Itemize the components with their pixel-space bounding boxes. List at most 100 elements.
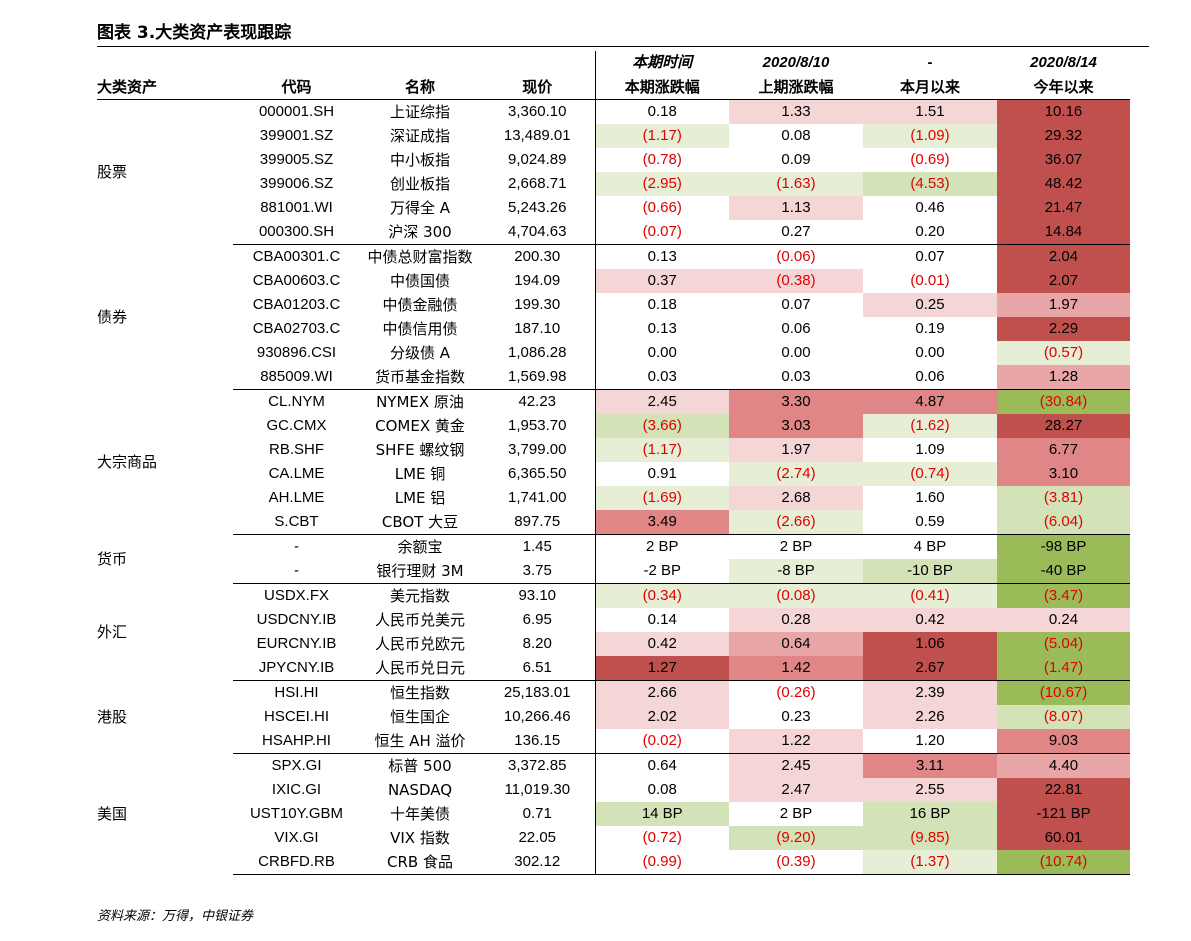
month-to-date-change: 2.39 xyxy=(863,680,997,705)
last-period-change: (0.38) xyxy=(729,269,863,293)
current-price: 6.51 xyxy=(480,656,596,681)
table-row: 大宗商品 CL.NYM NYMEX 原油 42.23 2.45 3.30 4.87 (30.8… xyxy=(97,389,1130,471)
current-period-change: 2 BP xyxy=(595,534,729,559)
ticker-code: 000300.SH xyxy=(233,220,360,245)
last-period-change: 0.06 xyxy=(729,317,863,341)
ticker-code: HSCEI.HI xyxy=(263,708,329,725)
month-to-date-change: -10 BP xyxy=(863,559,997,584)
asset-name: 标普 500 xyxy=(388,757,452,775)
year-to-date-change: 29.32 xyxy=(997,124,1130,148)
year-to-date-change: 10.16 xyxy=(997,99,1130,124)
year-to-date-change: -40 BP xyxy=(997,559,1130,584)
asset-name: 中小板指 xyxy=(389,151,450,169)
table-row: UST10Y.GBM 十年美债 0.71 14 BP 2 BP 16 BP -121 BP xyxy=(97,802,1130,826)
asset-class-label: 债券 xyxy=(97,308,128,326)
year-to-date-change: 60.01 xyxy=(997,826,1130,850)
header-current-change: 本期涨跌幅 xyxy=(595,75,729,100)
current-price: 3,360.10 xyxy=(480,99,596,124)
current-price: 200.30 xyxy=(480,244,596,269)
asset-name: NYMEX 原油 xyxy=(376,393,464,411)
header-code: 代码 xyxy=(233,75,360,100)
asset-name: SHFE 螺纹钢 xyxy=(375,441,465,459)
year-to-date-change: 0.24 xyxy=(997,608,1130,632)
last-period-change: 2.47 xyxy=(729,778,863,802)
month-to-date-change: 0.20 xyxy=(863,220,997,245)
header-mtd: 本月以来 xyxy=(863,75,997,100)
header-period-month: - xyxy=(927,54,933,71)
ticker-code: GC.CMX xyxy=(266,417,327,434)
current-price: 897.75 xyxy=(480,510,596,535)
header-ytd: 今年以来 xyxy=(997,75,1130,100)
year-to-date-change: (30.84) xyxy=(997,389,1130,414)
month-to-date-change: 16 BP xyxy=(863,802,997,826)
month-to-date-change: (0.69) xyxy=(863,148,997,172)
year-to-date-change: 4.40 xyxy=(997,753,1130,778)
ticker-code: HSAHP.HI xyxy=(233,729,360,754)
month-to-date-change: (0.74) xyxy=(863,462,997,486)
asset-name: VIX 指数 xyxy=(390,829,450,847)
year-to-date-change: 21.47 xyxy=(997,196,1130,220)
table-row: CBA02703.C 中债信用债 187.10 0.13 0.06 0.19 2.29 xyxy=(97,317,1130,341)
month-to-date-change: 2.26 xyxy=(863,705,997,729)
ticker-code: CA.LME xyxy=(268,465,325,482)
last-period-change: 0.09 xyxy=(729,148,863,172)
asset-name: CBOT 大豆 xyxy=(360,510,480,535)
current-period-change: 0.91 xyxy=(595,462,729,486)
year-to-date-change: (5.04) xyxy=(997,632,1130,656)
asset-class-label: 港股 xyxy=(97,708,128,726)
ticker-code: - xyxy=(233,559,360,584)
current-price: 6,365.50 xyxy=(480,462,596,486)
asset-name: 十年美债 xyxy=(389,805,450,823)
month-to-date-change: 2.55 xyxy=(863,778,997,802)
month-to-date-change: 4.87 xyxy=(863,389,997,414)
current-price: 1,086.28 xyxy=(480,341,596,365)
asset-name: COMEX 黄金 xyxy=(375,417,465,435)
last-period-change: (2.66) xyxy=(729,510,863,535)
asset-class-label: 外汇 xyxy=(97,623,128,641)
header-name: 名称 xyxy=(360,75,480,100)
current-period-change: (0.72) xyxy=(595,826,729,850)
month-to-date-change: 0.06 xyxy=(863,365,997,390)
current-period-change: 0.08 xyxy=(595,778,729,802)
year-to-date-change: 1.97 xyxy=(997,293,1130,317)
table-row: 货币 - 余额宝 1.45 2 BP 2 BP 4 BP -98 BP xyxy=(97,534,1130,568)
month-to-date-change: 0.42 xyxy=(863,608,997,632)
last-period-change: (9.20) xyxy=(729,826,863,850)
current-price: 199.30 xyxy=(480,293,596,317)
table-row: 399006.SZ 创业板指 2,668.71 (2.95) (1.63) (4.53) 4… xyxy=(97,172,1130,196)
ticker-code: CBA00301.C xyxy=(252,248,341,265)
last-period-change: (1.63) xyxy=(729,172,863,196)
table-row: 外汇 USDX.FX 美元指数 93.10 (0.34) (0.08) (0.41) (3.4… xyxy=(97,583,1130,641)
header-row-columns: 大类资产 代码 名称 现价 本期涨跌幅 上期涨跌幅 本月以来 今年以来 xyxy=(97,75,1130,100)
month-to-date-change: (1.37) xyxy=(863,850,997,875)
current-price: 1.45 xyxy=(480,534,596,559)
current-price: 194.09 xyxy=(480,269,596,293)
current-period-change: (0.07) xyxy=(595,220,729,245)
current-price: 13,489.01 xyxy=(480,124,596,148)
month-to-date-change: 0.46 xyxy=(863,196,997,220)
current-period-change: (1.69) xyxy=(595,486,729,510)
asset-name: 中债信用债 xyxy=(382,320,458,338)
ticker-code: CL.NYM xyxy=(268,393,325,410)
year-to-date-change: 3.10 xyxy=(997,462,1130,486)
asset-name: 货币基金指数 xyxy=(360,365,480,390)
header-row-period: 本期时间 2020/8/10 - 2020/8/14 xyxy=(97,51,1130,75)
table-row: - 银行理财 3M 3.75 -2 BP -8 BP -10 BP -40 BP xyxy=(97,559,1130,584)
current-price: 4,704.63 xyxy=(480,220,596,245)
year-to-date-change: (1.47) xyxy=(997,656,1130,681)
table-row: 930896.CSI 分级债 A 1,086.28 0.00 0.00 0.00 (0.57… xyxy=(97,341,1130,365)
ticker-code: S.CBT xyxy=(233,510,360,535)
current-price: 10,266.46 xyxy=(480,705,596,729)
ticker-code: HSI.HI xyxy=(274,684,319,701)
asset-name: CRB 食品 xyxy=(360,850,480,875)
asset-name: 恒生 AH 溢价 xyxy=(360,729,480,754)
current-price: 25,183.01 xyxy=(480,680,596,705)
table-row: 399001.SZ 深证成指 13,489.01 (1.17) 0.08 (1.09) 29… xyxy=(97,124,1130,148)
current-period-change: (2.95) xyxy=(595,172,729,196)
asset-name: 深证成指 xyxy=(389,127,450,145)
table-row: 股票 000001.SH 上证综指 3,360.10 0.18 1.33 1.51 10.16 xyxy=(97,99,1130,181)
current-price: 302.12 xyxy=(480,850,596,875)
table-row: IXIC.GI NASDAQ 11,019.30 0.08 2.47 2.55 22.81 xyxy=(97,778,1130,802)
asset-name: 美元指数 xyxy=(389,587,450,605)
table-row: CRBFD.RB CRB 食品 302.12 (0.99) (0.39) (1.37) (1… xyxy=(97,850,1130,875)
